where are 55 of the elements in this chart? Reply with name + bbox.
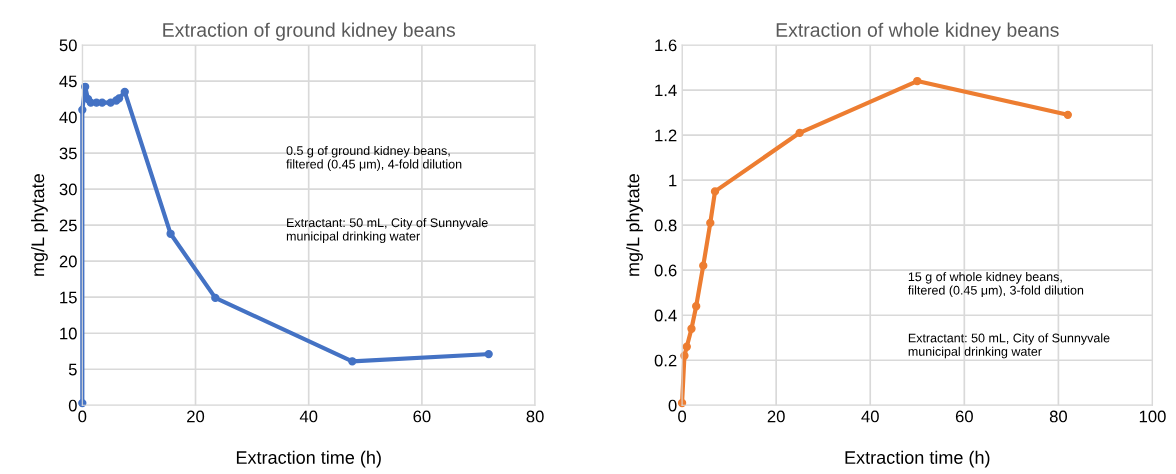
y-axis-title: mg/L phytate — [626, 174, 643, 276]
y-tick-label: 45 — [59, 75, 77, 88]
x-tick-label: 20 — [187, 410, 205, 423]
y-tick-label: 1 — [669, 174, 677, 187]
point — [348, 357, 357, 366]
point — [710, 187, 720, 196]
point — [484, 349, 493, 359]
x-tick-label: 40 — [299, 410, 318, 423]
point — [795, 128, 804, 138]
x-tick-label: 60 — [413, 410, 431, 423]
y-tick-label: 0 — [68, 399, 77, 412]
y-tick-label: 0.6 — [654, 264, 677, 277]
point — [1063, 110, 1072, 119]
x-tick-label: 0 — [678, 410, 687, 423]
x-tick-label: 80 — [526, 410, 544, 423]
y-tick-label: 0.4 — [654, 309, 677, 322]
y-tick-label: 5 — [68, 363, 77, 376]
annotation: 0.5 g of ground kidney beans, filtered (0.45 μm), 4-fold dilution — [286, 145, 462, 172]
y-tick-label: 15 — [60, 291, 77, 304]
point — [692, 302, 701, 311]
annotation: Extractant: 50 mL, City of Sunnyvale municipal drinking water — [286, 217, 488, 244]
chart-title: Extraction of whole kidney beans — [776, 22, 1059, 41]
y-tick-label: 0.8 — [654, 219, 677, 232]
annotation: 15 g of whole kidney beans, filtered (0.45 μm), 3-fold dilution — [908, 271, 1084, 298]
y-tick-label: 1.6 — [655, 39, 677, 52]
point — [80, 82, 90, 91]
x-axis-title: Extraction time (h) — [845, 450, 990, 468]
x-tick-label: 0 — [78, 410, 87, 423]
y-tick-label: 0.2 — [654, 354, 677, 367]
x-tick-label: 20 — [767, 410, 785, 423]
y-tick-label: 20 — [59, 255, 77, 268]
y-axis-title: mg/L phytate — [30, 174, 48, 276]
y-tick-label: 10 — [60, 327, 77, 340]
x-tick-label: 100 — [1139, 410, 1166, 423]
point — [699, 261, 708, 270]
y-tick-label: 25 — [59, 219, 77, 232]
point — [913, 76, 922, 86]
y-tick-label: 30 — [59, 183, 77, 196]
point — [682, 342, 691, 351]
y-tick-label: 50 — [59, 39, 77, 52]
y-tick-label: 40 — [59, 111, 77, 124]
point — [687, 324, 696, 333]
y-tick-label: 35 — [59, 147, 77, 160]
point — [211, 293, 220, 303]
y-tick-label: 1.4 — [655, 84, 677, 97]
point — [166, 229, 175, 238]
chart-title: Extraction of ground kidney beans — [163, 22, 456, 41]
annotation: Extractant: 50 mL, City of Sunnyvale municipal drinking water — [908, 333, 1110, 359]
x-tick-label: 60 — [955, 410, 973, 423]
point — [706, 218, 715, 228]
x-tick-label: 80 — [1049, 410, 1068, 423]
x-tick-label: 40 — [861, 410, 879, 423]
y-tick-label: 0 — [668, 399, 677, 412]
x-axis-title: Extraction time (h) — [236, 450, 381, 468]
y-tick-label: 1.2 — [655, 129, 677, 142]
